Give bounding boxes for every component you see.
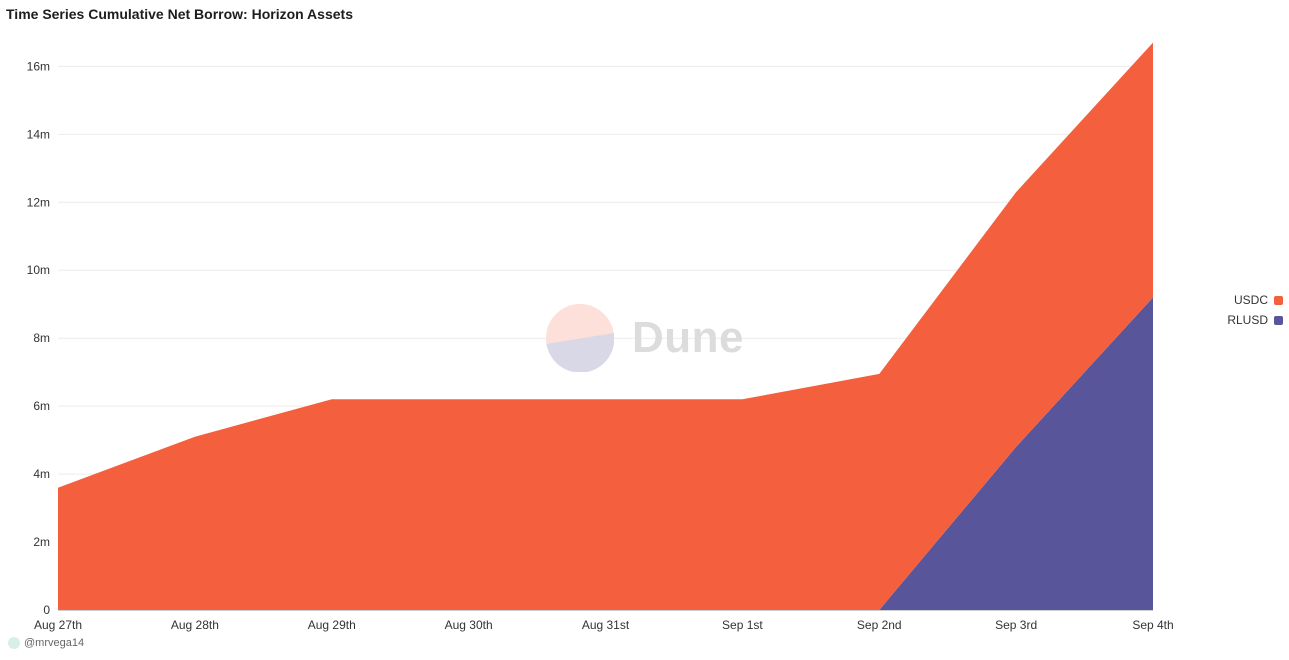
y-tick-label: 14m: [27, 127, 50, 141]
avatar-icon: [8, 637, 20, 649]
legend-swatch: [1274, 315, 1283, 325]
stacked-areas: [58, 42, 1153, 611]
author-handle: @mrvega14: [24, 637, 85, 649]
y-tick-label: 10m: [27, 263, 50, 277]
legend-label: RLUSD: [1227, 313, 1268, 327]
x-tick-label: Sep 1st: [722, 618, 763, 632]
y-tick-label: 6m: [33, 399, 50, 413]
x-tick-label: Sep 2nd: [857, 618, 902, 632]
y-tick-label: 2m: [33, 535, 50, 549]
x-axis: Aug 27th Aug 28th Aug 29th Aug 30th Aug 31st…: [34, 610, 1174, 632]
y-tick-label: 16m: [27, 59, 50, 73]
legend-label: USDC: [1233, 293, 1268, 307]
dune-logo-icon: [546, 304, 614, 372]
x-tick-label: Aug 31st: [582, 618, 630, 632]
legend-item-usdc[interactable]: USDC: [1227, 290, 1283, 310]
dune-watermark: Dune: [546, 304, 744, 372]
y-tick-label: 12m: [27, 195, 50, 209]
x-tick-label: Aug 29th: [308, 618, 356, 632]
y-tick-label: 0: [43, 603, 50, 617]
chart-legend: USDC RLUSD: [1227, 290, 1283, 330]
x-tick-label: Aug 30th: [445, 618, 493, 632]
area-rlusd[interactable]: [58, 297, 1153, 610]
chart-title: Time Series Cumulative Net Borrow: Horiz…: [6, 6, 353, 22]
x-tick-label: Sep 4th: [1132, 618, 1173, 632]
y-axis: 0 2m 4m 6m 8m 10m 12m 14m 16m: [27, 59, 51, 617]
x-tick-label: Sep 3rd: [995, 618, 1037, 632]
legend-swatch: [1274, 295, 1283, 305]
area-usdc[interactable]: [58, 42, 1153, 611]
y-tick-label: 8m: [33, 331, 50, 345]
y-tick-label: 4m: [33, 467, 50, 481]
legend-item-rlusd[interactable]: RLUSD: [1227, 310, 1283, 330]
watermark-text: Dune: [632, 313, 744, 362]
x-tick-label: Aug 27th: [34, 618, 82, 632]
x-tick-label: Aug 28th: [171, 618, 219, 632]
author-credit[interactable]: @mrvega14: [8, 637, 84, 649]
